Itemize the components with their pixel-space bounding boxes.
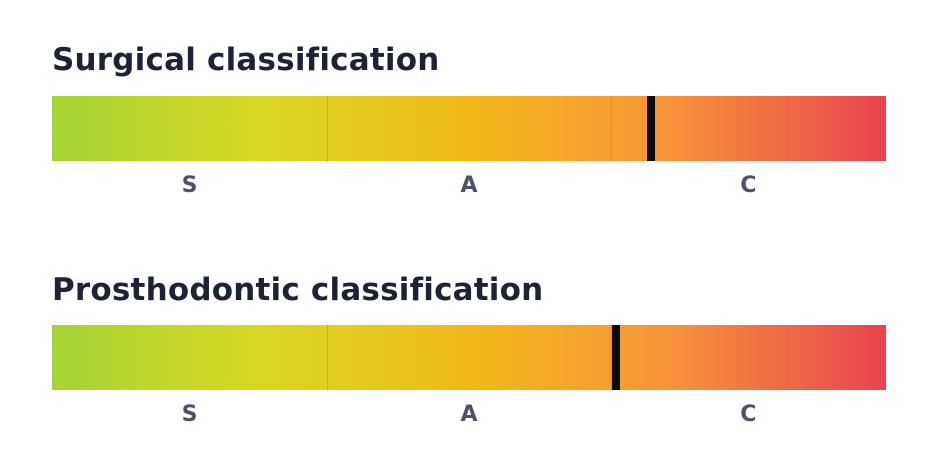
segment-divider [327,325,329,390]
segment-label-a: A [460,173,478,198]
position-marker [646,96,655,161]
segment-label-c: C [740,402,757,427]
segment-label-s: S [181,173,198,198]
position-marker [611,325,620,390]
gradient-fill [52,325,886,390]
segment-label-s: S [181,402,198,427]
prosthodontic-classification-title: Prosthodontic classification [52,272,544,308]
segment-divider [327,96,329,161]
prosthodontic-classification-bar [52,325,886,390]
segment-label-c: C [740,173,757,198]
surgical-classification-bar [52,96,886,161]
segment-divider [610,325,612,390]
gradient-fill [52,96,886,161]
segment-divider [610,96,612,161]
surgical-classification-title: Surgical classification [52,42,440,78]
segment-label-a: A [460,402,478,427]
